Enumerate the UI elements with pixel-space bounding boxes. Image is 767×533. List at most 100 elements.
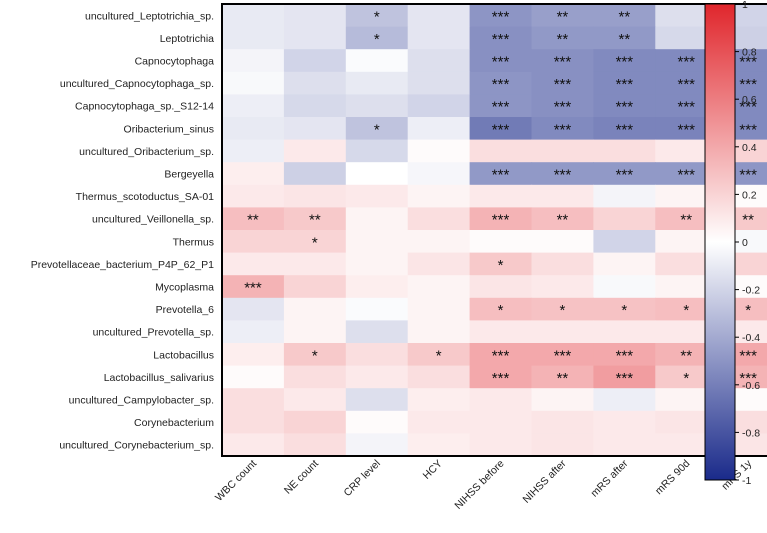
heatmap-cell — [407, 162, 471, 186]
heatmap-cell — [345, 117, 409, 141]
row-label: Thermus — [173, 236, 214, 248]
colorbar: 1 0.8 0.6 0.4 0.2 0 -0.2 -0.4 -0.6 -0.8 -1 — [704, 0, 760, 487]
heatmap-cell — [531, 275, 594, 299]
heatmap-cell — [655, 184, 718, 208]
heatmap-cell — [407, 94, 471, 118]
significance-marker: *** — [492, 347, 510, 364]
colorbar-tick-label: -1 — [742, 475, 751, 487]
significance-marker: * — [374, 121, 380, 138]
row-label: uncultured_Leptotrichia_sp. — [85, 10, 214, 22]
significance-marker: *** — [739, 347, 757, 364]
heatmap-cell — [655, 71, 718, 95]
row-label: Mycoplasma — [155, 282, 214, 294]
row-label: Prevotellaceae_bacterium_P4P_62_P1 — [31, 259, 214, 271]
heatmap-cell — [655, 433, 718, 457]
heatmap-cell — [531, 297, 594, 321]
heatmap-cell — [593, 410, 656, 434]
row-label: uncultured_Prevotella_sp. — [93, 327, 214, 339]
row-labels: uncultured_Leptotrichia_sp. Leptotrichia C… — [31, 10, 215, 451]
heatmap-cell — [222, 184, 285, 208]
heatmap-cell — [407, 49, 471, 73]
heatmap-cell — [222, 365, 285, 389]
significance-marker: * — [374, 8, 380, 25]
column-label: WBC count — [213, 458, 259, 504]
significance-marker: *** — [492, 8, 510, 25]
significance-marker: *** — [616, 76, 634, 93]
significance-marker: *** — [739, 167, 757, 184]
significance-marker: ** — [680, 347, 692, 364]
heatmap-cell — [345, 26, 409, 50]
heatmap-cell — [345, 4, 409, 28]
significance-marker: *** — [492, 54, 510, 71]
heatmap-cell — [407, 71, 471, 95]
heatmap-cell — [283, 4, 347, 28]
heatmap-cell — [283, 365, 347, 389]
column-label: NE count — [282, 458, 321, 497]
heatmap-cell — [222, 94, 285, 118]
heatmap-cell — [407, 275, 471, 299]
row-label: Lactobacillus_salivarius — [104, 372, 214, 384]
row-label: uncultured_Corynebacterium_sp. — [59, 440, 214, 452]
colorbar-tick-label: 0.6 — [742, 94, 757, 106]
significance-marker: *** — [677, 54, 695, 71]
significance-marker: * — [498, 257, 504, 274]
row-label: Thermus_scotoductus_SA-01 — [76, 191, 214, 203]
heatmap-cell — [593, 162, 656, 186]
significance-marker: ** — [247, 212, 259, 229]
heatmap-cell — [283, 297, 347, 321]
heatmap-cell — [655, 410, 718, 434]
significance-marker: *** — [739, 99, 757, 116]
column-label: mRS after — [589, 457, 631, 499]
heatmap-cell — [407, 230, 471, 254]
significance-marker: *** — [677, 121, 695, 138]
heatmap-cell — [283, 230, 347, 254]
colorbar-tick-label: -0.4 — [742, 332, 760, 344]
heatmap-cell — [283, 207, 347, 231]
heatmap-cell — [345, 320, 409, 344]
significance-marker: *** — [616, 167, 634, 184]
significance-marker: *** — [244, 280, 262, 297]
significance-marker: ** — [309, 212, 321, 229]
significance-marker: *** — [677, 76, 695, 93]
heatmap-cell — [531, 49, 594, 73]
heatmap-cell — [222, 388, 285, 412]
heatmap-cell — [531, 433, 594, 457]
heatmap-cell — [469, 26, 533, 50]
heatmap-cell — [655, 230, 718, 254]
heatmap-cell — [469, 71, 533, 95]
significance-marker: ** — [619, 8, 631, 25]
row-label: Capnocytophaga — [135, 56, 215, 68]
heatmap-cell — [222, 320, 285, 344]
heatmap-cell — [531, 365, 594, 389]
heatmap-cell — [283, 410, 347, 434]
significance-marker: * — [745, 302, 751, 319]
significance-marker: * — [621, 302, 627, 319]
heatmap-cell — [345, 297, 409, 321]
heatmap-cell — [345, 184, 409, 208]
significance-marker: *** — [739, 76, 757, 93]
heatmap-cell — [655, 365, 718, 389]
colorbar-tick-label: -0.8 — [742, 427, 760, 439]
heatmap-cell — [593, 184, 656, 208]
significance-marker: *** — [492, 76, 510, 93]
heatmap-cell — [222, 207, 285, 231]
row-label: uncultured_Veillonella_sp. — [92, 214, 214, 226]
heatmap-cell — [531, 320, 594, 344]
row-label: Corynebacterium — [134, 417, 214, 429]
column-label: mRS 90d — [653, 458, 693, 498]
heatmap-cell — [469, 49, 533, 73]
heatmap-cell — [531, 26, 594, 50]
heatmap-cell — [469, 4, 533, 28]
heatmap-cell — [345, 365, 409, 389]
heatmap-cell — [345, 207, 409, 231]
heatmap-cell — [531, 94, 594, 118]
heatmap-cell — [469, 320, 533, 344]
significance-marker: * — [312, 234, 318, 251]
heatmap-cell — [531, 4, 594, 28]
heatmap-cell — [345, 343, 409, 367]
heatmap-cell — [407, 184, 471, 208]
row-label: Bergeyella — [164, 169, 214, 181]
heatmap-cell — [283, 433, 347, 457]
significance-marker: *** — [616, 121, 634, 138]
